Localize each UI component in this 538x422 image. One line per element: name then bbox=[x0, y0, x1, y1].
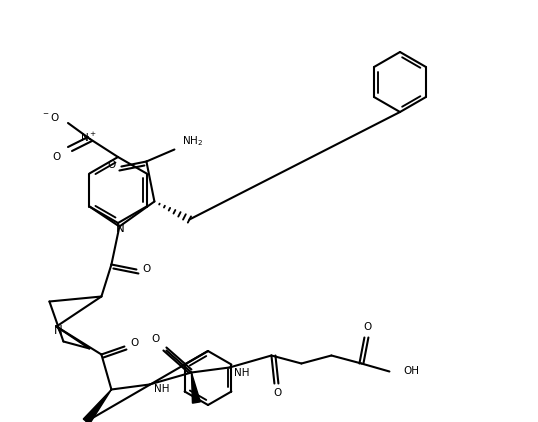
Text: NH: NH bbox=[154, 384, 170, 393]
Text: NH: NH bbox=[235, 368, 250, 378]
Text: N: N bbox=[54, 324, 63, 337]
Text: NH$_2$: NH$_2$ bbox=[182, 135, 203, 149]
Text: O: O bbox=[53, 152, 61, 162]
Text: O: O bbox=[363, 322, 372, 333]
Text: $^-$O: $^-$O bbox=[41, 111, 60, 123]
Polygon shape bbox=[192, 373, 200, 403]
Text: O: O bbox=[151, 335, 160, 344]
Text: O: O bbox=[130, 338, 139, 347]
Text: N$^+$: N$^+$ bbox=[80, 130, 96, 143]
Text: O: O bbox=[142, 265, 151, 274]
Text: OH: OH bbox=[404, 366, 420, 376]
Polygon shape bbox=[83, 390, 111, 422]
Text: N: N bbox=[116, 222, 125, 235]
Text: O: O bbox=[107, 160, 116, 170]
Text: O: O bbox=[273, 389, 281, 398]
